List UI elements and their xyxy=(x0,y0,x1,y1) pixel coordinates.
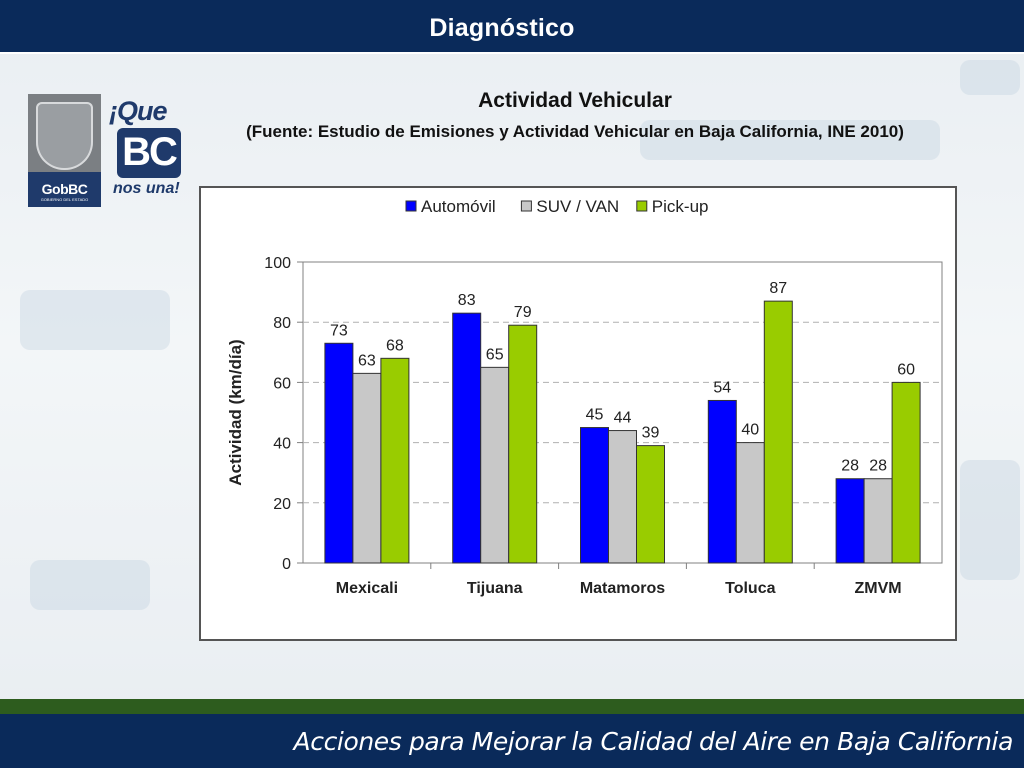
data-label: 54 xyxy=(713,379,731,396)
gobbc-logo xyxy=(28,94,101,207)
bar xyxy=(508,324,538,564)
bar xyxy=(324,342,354,564)
legend-label: Pick-up xyxy=(652,197,709,216)
bar xyxy=(735,442,765,564)
data-label: 45 xyxy=(586,407,604,424)
bar xyxy=(352,372,382,564)
x-tick-label: ZMVM xyxy=(855,580,902,597)
bar xyxy=(835,478,865,564)
chart-frame: 0 20 40 60 80 100 Actividad (km/día) 73 63 68 Mexi… xyxy=(199,186,957,641)
background-shape xyxy=(640,120,940,160)
bar xyxy=(580,427,609,564)
x-tick-label: Toluca xyxy=(725,580,775,597)
nos-una-logo-text: nos una! xyxy=(113,180,180,197)
data-label: 40 xyxy=(741,422,759,439)
bar-chart: 0 20 40 60 80 100 Actividad (km/día) 73 63 68 Mexi… xyxy=(226,197,943,597)
page-title: Diagnóstico xyxy=(429,14,575,42)
background-shape xyxy=(960,60,1020,95)
legend-swatch xyxy=(636,200,648,212)
data-label: 28 xyxy=(869,458,887,475)
data-label: 83 xyxy=(458,292,476,309)
bar xyxy=(380,357,410,564)
bar xyxy=(763,300,793,564)
y-tick-label: 100 xyxy=(264,255,291,272)
legend-swatch xyxy=(520,200,532,212)
y-tick-label: 20 xyxy=(273,496,291,513)
bar xyxy=(636,445,665,564)
gobbc-logo-subtext: GOBIERNO DEL ESTADO xyxy=(40,197,89,202)
data-label: 39 xyxy=(642,425,660,442)
header-bar: Diagnóstico xyxy=(0,0,1024,54)
x-tick-label: Tijuana xyxy=(467,580,523,597)
bar xyxy=(608,430,637,564)
bar xyxy=(707,399,737,564)
background-shape xyxy=(20,290,170,350)
y-tick-label: 60 xyxy=(273,375,291,392)
y-axis-label: Actividad (km/día) xyxy=(226,339,245,485)
data-label: 60 xyxy=(897,361,915,378)
state-seal-icon xyxy=(36,102,93,170)
que-bc-logo: ¡Que BC nos una! xyxy=(107,96,192,204)
logo-band xyxy=(28,172,101,207)
bc-logo-text: BC xyxy=(122,130,178,174)
que-logo-text: ¡Que xyxy=(109,96,168,126)
y-tick-label: 40 xyxy=(273,436,291,453)
legend-swatch xyxy=(405,200,417,212)
background-shape xyxy=(960,460,1020,580)
data-label: 44 xyxy=(614,410,632,427)
data-label: 65 xyxy=(486,346,504,363)
legend-label: SUV / VAN xyxy=(536,197,619,216)
data-label: 68 xyxy=(386,337,404,354)
x-tick-label: Matamoros xyxy=(580,580,665,597)
y-tick-label: 0 xyxy=(282,556,291,573)
bar xyxy=(452,312,482,564)
x-tick-label: Mexicali xyxy=(336,580,398,597)
bar xyxy=(480,366,510,564)
background-shape xyxy=(30,560,150,610)
data-label: 63 xyxy=(358,352,376,369)
footer-accent-bar xyxy=(0,699,1024,714)
bar xyxy=(891,381,921,564)
chart-title: Actividad Vehicular xyxy=(478,89,672,112)
bar xyxy=(863,478,893,564)
data-label: 79 xyxy=(514,304,532,321)
y-tick-label: 80 xyxy=(273,315,291,332)
data-label: 87 xyxy=(769,280,787,297)
bc-logo-box xyxy=(117,128,181,178)
data-label: 73 xyxy=(330,322,348,339)
legend-label: Automóvil xyxy=(421,197,496,216)
gobbc-logo-text: GobBC xyxy=(41,181,88,197)
chart-source: (Fuente: Estudio de Emisiones y Activida… xyxy=(246,122,904,141)
data-label: 28 xyxy=(841,458,859,475)
footer-text: Acciones para Mejorar la Calidad del Air… xyxy=(293,727,1014,756)
footer-bar xyxy=(0,714,1024,768)
